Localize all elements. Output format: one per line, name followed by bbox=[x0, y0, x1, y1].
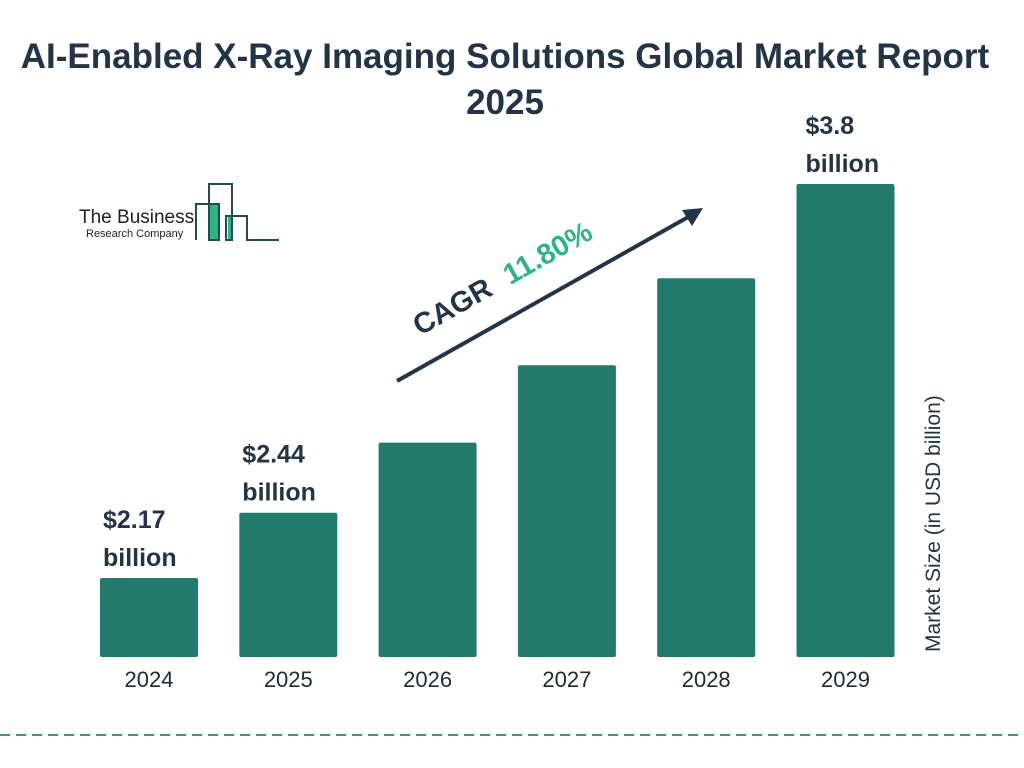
logo-line1: The Business bbox=[79, 207, 194, 228]
arrow-head-icon bbox=[682, 208, 703, 226]
chart-title: AI-Enabled X-Ray Imaging Solutions Globa… bbox=[20, 37, 990, 122]
y-axis-label: Market Size (in USD billion) bbox=[922, 395, 945, 652]
logo: The Business Research Company bbox=[79, 183, 279, 241]
data-label: billion bbox=[806, 150, 880, 178]
data-label: $3.8 bbox=[806, 112, 855, 140]
bar-2028 bbox=[657, 278, 756, 657]
cagr-value: 11.80% bbox=[498, 216, 598, 291]
logo-line2: Research Company bbox=[86, 228, 184, 240]
bar-2025 bbox=[239, 512, 338, 657]
bar-2026 bbox=[378, 442, 477, 657]
x-tick-label: 2026 bbox=[403, 667, 452, 692]
x-tick-label: 2028 bbox=[682, 667, 731, 692]
bar-2027 bbox=[517, 365, 616, 657]
data-label: billion bbox=[103, 544, 177, 572]
x-tick-label: 2025 bbox=[264, 667, 313, 692]
x-tick-label: 2024 bbox=[125, 667, 174, 692]
x-tick-label: 2029 bbox=[821, 667, 870, 692]
bar-2029 bbox=[796, 184, 895, 657]
data-label: $2.17 bbox=[103, 506, 166, 534]
data-label: $2.44 bbox=[242, 441, 305, 469]
data-label: billion bbox=[242, 479, 316, 507]
bar-2024 bbox=[100, 578, 198, 657]
x-tick-label: 2027 bbox=[542, 667, 591, 692]
cagr-annotation: CAGR 11.80% bbox=[396, 208, 703, 383]
